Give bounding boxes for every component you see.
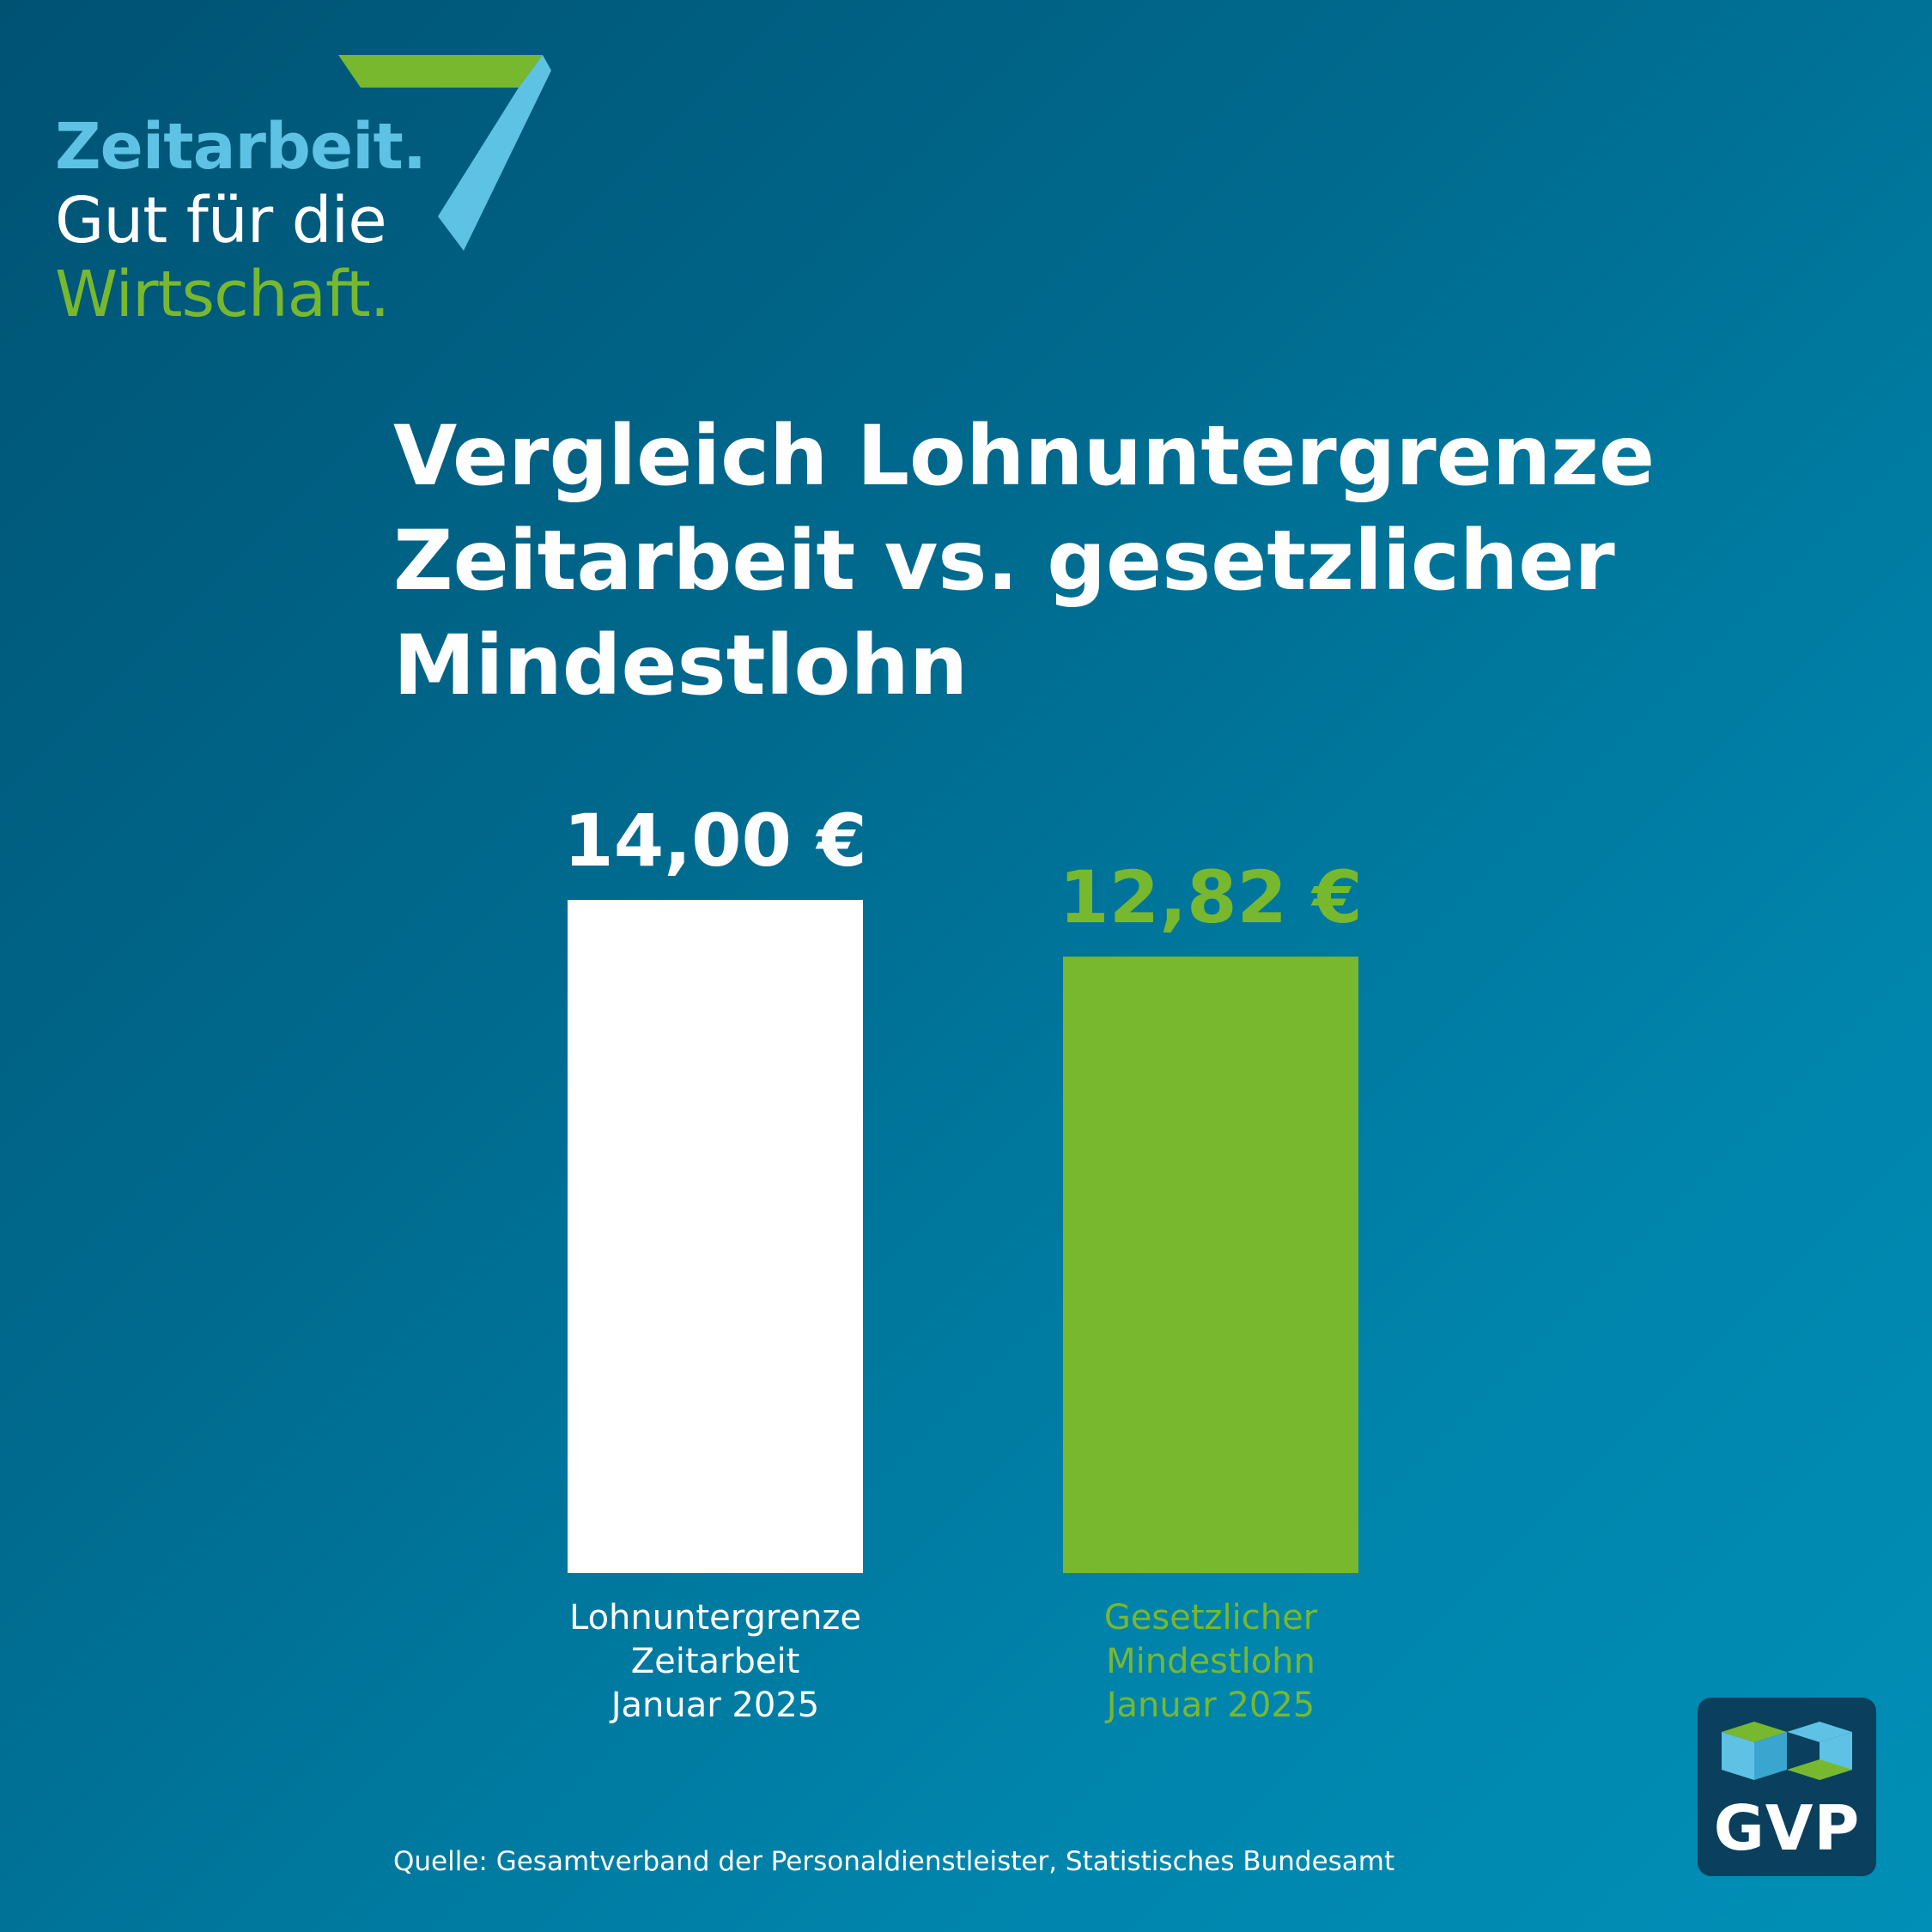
chart-title-line-2: Zeitarbeit vs. gesetzlicher <box>393 513 1615 609</box>
logo-line-2: Gut für die <box>55 184 387 258</box>
logo-line-1: Zeitarbeit. <box>55 110 427 184</box>
gvp-logo-icon <box>1722 1722 1852 1780</box>
logo-line-3: Wirtschaft. <box>55 258 390 331</box>
bar-1-category-label-line-3: Januar 2025 <box>609 1686 819 1725</box>
bar-2 <box>1063 957 1358 1573</box>
gvp-badge: GVP <box>1698 1698 1876 1876</box>
logo-wordmark: Zeitarbeit. Gut für die Wirtschaft. <box>55 110 427 331</box>
bar-1 <box>568 900 863 1573</box>
bar-2-category-label-line-1: Gesetzlicher <box>1104 1598 1318 1637</box>
logo-seven-icon <box>338 55 551 251</box>
chart-title-line-3: Mindestlohn <box>393 617 969 714</box>
bar-2-value-label: 12,82 € <box>1059 855 1362 939</box>
gvp-label: GVP <box>1713 1792 1861 1864</box>
bar-1-category-label-line-1: Lohnuntergrenze <box>569 1598 861 1637</box>
chart-title: Vergleich Lohnuntergrenze Zeitarbeit vs.… <box>393 404 1767 718</box>
bar-2-category-label-line-3: Januar 2025 <box>1104 1686 1315 1725</box>
bar-1-category-label-line-2: Zeitarbeit <box>631 1642 800 1681</box>
bar-2-category-label-line-2: Mindestlohn <box>1106 1642 1315 1681</box>
chart-title-line-1: Vergleich Lohnuntergrenze <box>393 408 1656 504</box>
source-note: Quelle: Gesamtverband der Personaldienst… <box>393 1846 1395 1877</box>
bar-1-value-label: 14,00 € <box>563 799 866 883</box>
